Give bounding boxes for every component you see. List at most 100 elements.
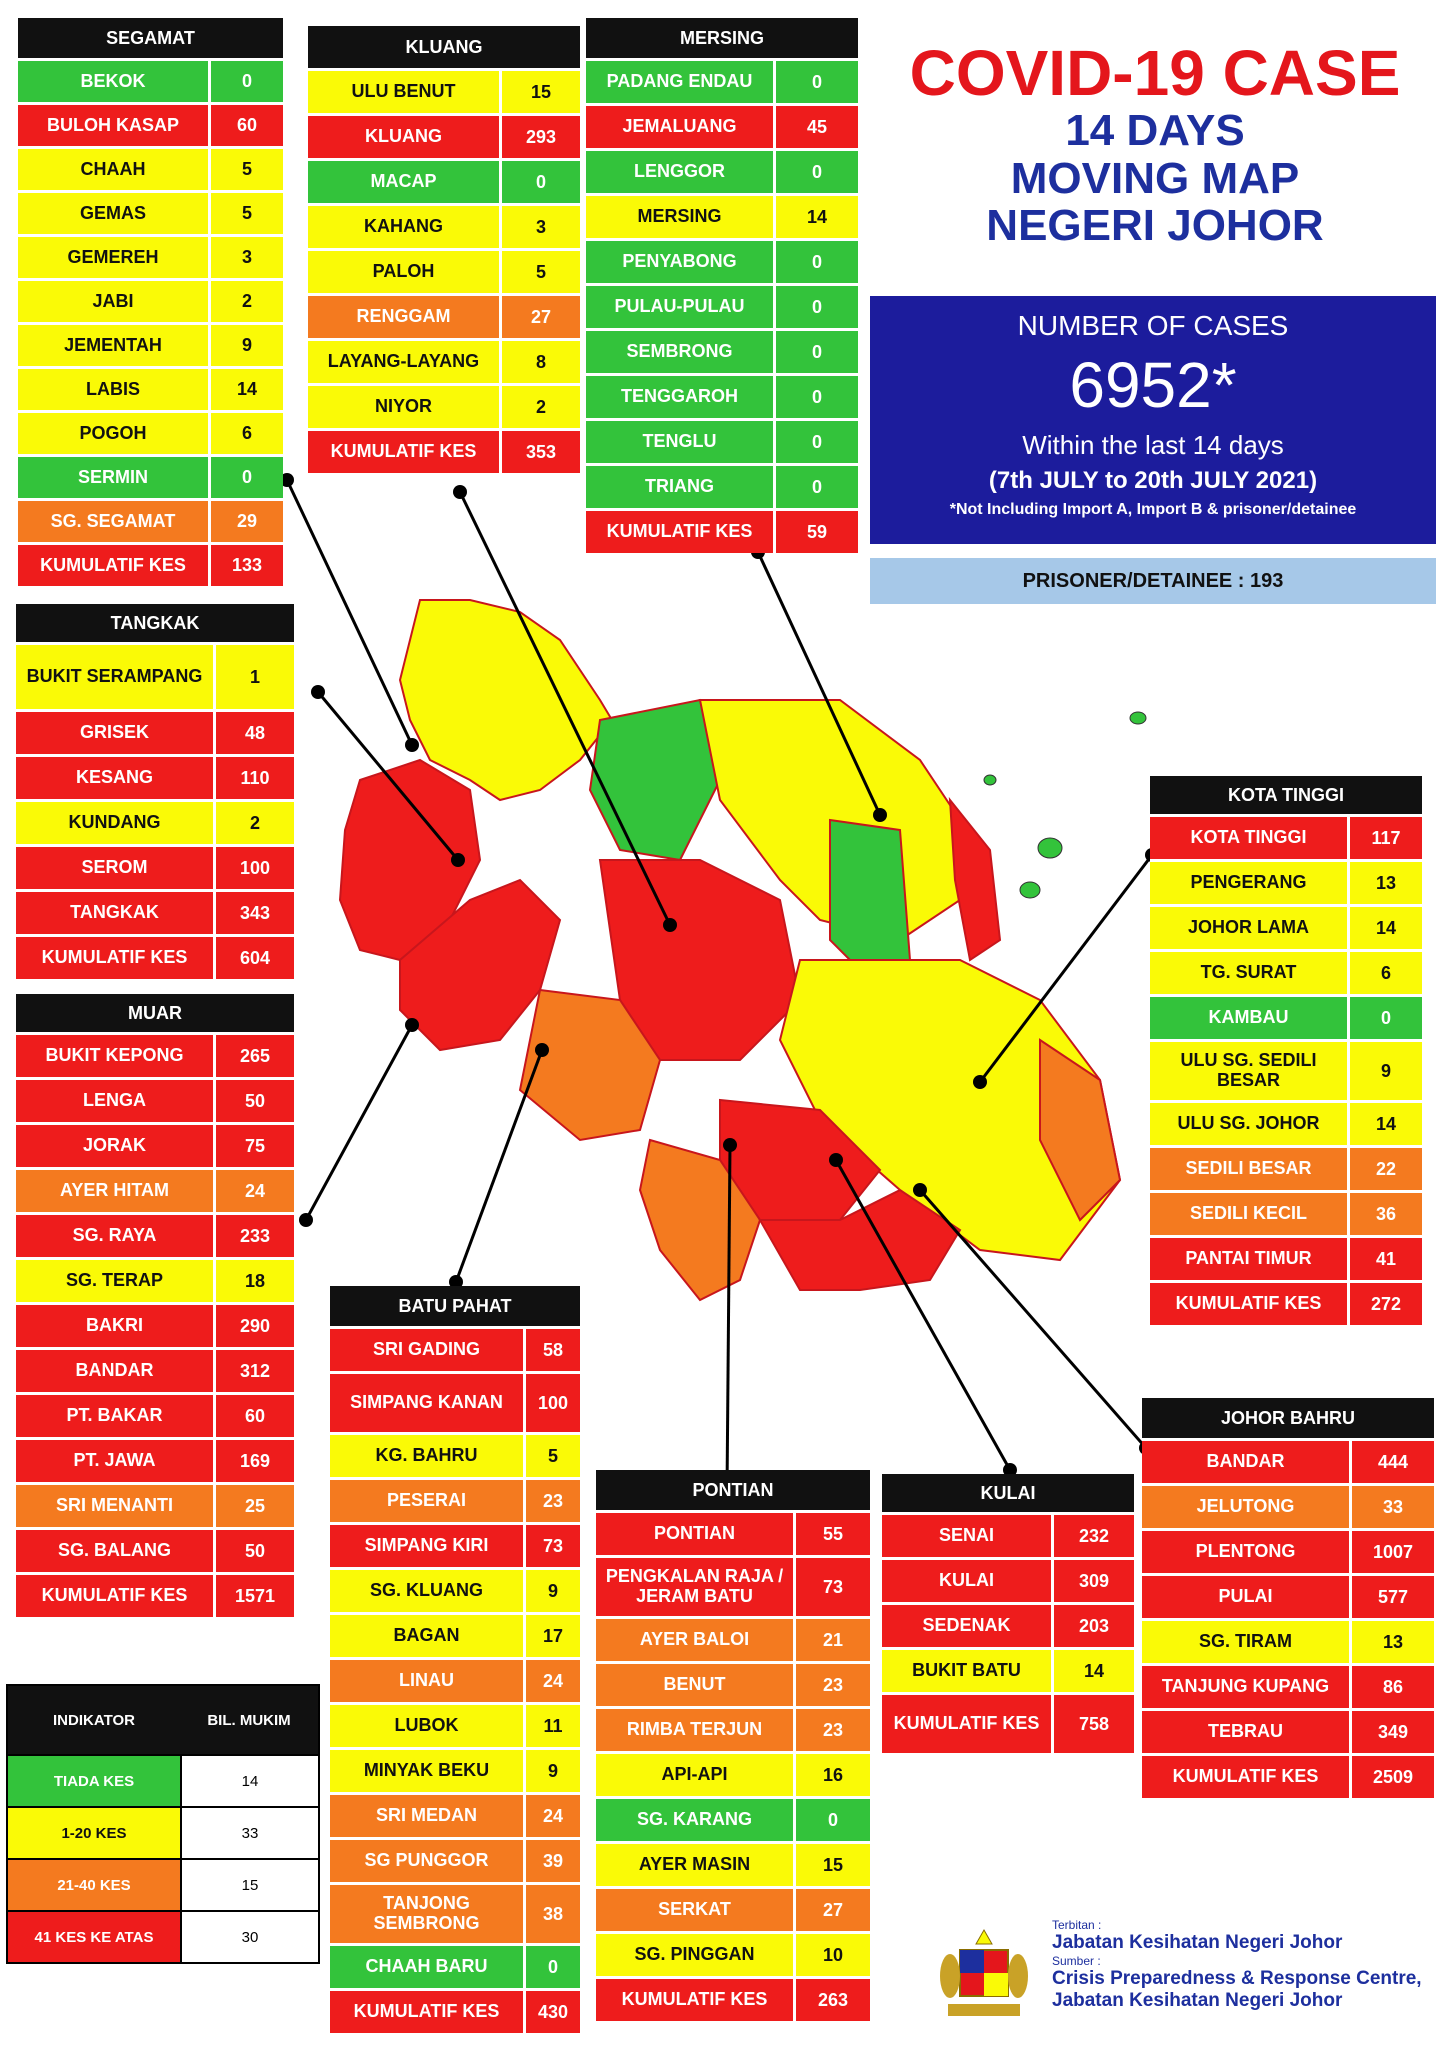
mukim-case-count: 9 <box>523 1570 580 1612</box>
legend-count: 14 <box>180 1756 318 1806</box>
mukim-name: BUKIT SERAMPANG <box>26 666 203 687</box>
mukim-row: BEKOK 0 <box>18 58 283 102</box>
map-region-jemaluang <box>948 796 1002 962</box>
mukim-case-count: 2 <box>213 802 294 844</box>
mukim-row: BUKIT BATU 14 <box>882 1647 1134 1692</box>
mukim-name: POGOH <box>79 422 147 443</box>
mukim-row: JOHOR LAMA 14 <box>1150 904 1422 949</box>
mukim-case-count: 0 <box>773 331 858 373</box>
mukim-name: BANDAR <box>1206 1451 1285 1472</box>
footer-sumber-label: Sumber : <box>1052 1954 1101 1968</box>
connector-muar <box>304 1024 414 1221</box>
total-value: 758 <box>1051 1695 1134 1753</box>
mukim-case-count: 9 <box>1347 1042 1422 1100</box>
total-label: KUMULATIF KES <box>41 1585 188 1606</box>
mukim-case-count: 6 <box>208 413 283 454</box>
mukim-name: PULAU-PULAU <box>614 296 745 317</box>
mukim-name: SG. PINGGAN <box>634 1944 755 1965</box>
mukim-name: KESANG <box>75 767 153 788</box>
mukim-case-count: 5 <box>208 149 283 190</box>
total-value: 430 <box>523 1991 580 2033</box>
map-region-kota-tinggi <box>778 959 1122 1262</box>
mukim-name: PENGKALAN RAJA / JERAM BATU <box>605 1566 784 1606</box>
mukim-row: ULU SG. SEDILI BESAR 9 <box>1150 1039 1422 1100</box>
mukim-row: JELUTONG 33 <box>1142 1483 1434 1528</box>
mukim-name: LAYANG-LAYANG <box>327 351 480 372</box>
mukim-name: PLENTONG <box>1195 1541 1296 1562</box>
mukim-row: BANDAR 312 <box>16 1347 294 1392</box>
mukim-name: TENGGAROH <box>621 386 738 407</box>
mukim-row: AYER MASIN 15 <box>596 1841 870 1886</box>
mukim-case-count: 8 <box>499 341 580 383</box>
case-dates: (7th JULY to 20th JULY 2021) <box>988 467 1318 494</box>
map-region-kt-east <box>1039 1038 1122 1222</box>
mukim-name: TEBRAU <box>1208 1721 1283 1742</box>
mukim-name: GEMAS <box>79 202 146 223</box>
mukim-case-count: 0 <box>1347 997 1422 1039</box>
mukim-case-count: 349 <box>1349 1711 1434 1753</box>
mukim-row: KLUANG 293 <box>308 113 580 158</box>
mukim-row: TANJUNG KUPANG 86 <box>1142 1663 1434 1708</box>
district-total-row: KUMULATIF KES 1571 <box>16 1572 294 1617</box>
mukim-case-count: 55 <box>793 1513 870 1555</box>
mukim-case-count: 14 <box>1347 907 1422 949</box>
mukim-case-count: 0 <box>208 457 283 498</box>
mukim-case-count: 75 <box>213 1125 294 1167</box>
mukim-row: SRI MEDAN 24 <box>330 1792 580 1837</box>
title-sub-3: NEGERI JOHOR <box>986 201 1324 251</box>
mukim-case-count: 5 <box>208 193 283 234</box>
mukim-name: JABI <box>92 290 134 311</box>
mukim-name: BAGAN <box>393 1625 460 1646</box>
mukim-name: PENYABONG <box>622 251 737 272</box>
mukim-case-count: 25 <box>213 1485 294 1527</box>
mukim-row: LINAU 24 <box>330 1657 580 1702</box>
mukim-name: RENGGAM <box>356 306 451 327</box>
legend-row: 21-40 KES 15 <box>8 1858 318 1910</box>
mukim-row: SENAI 232 <box>882 1512 1134 1557</box>
mukim-name: SG. KARANG <box>636 1809 752 1830</box>
mukim-name: BEKOK <box>80 70 146 91</box>
mukim-name: KOTA TINGGI <box>1190 827 1307 848</box>
mukim-row: LABIS 14 <box>18 366 283 410</box>
total-label: KUMULATIF KES <box>353 2001 500 2022</box>
legend-count: 33 <box>180 1808 318 1858</box>
mukim-case-count: 290 <box>213 1305 294 1347</box>
table-johor-bahru: JOHOR BAHRU BANDAR 444 JELUTONG 33 PLENTONG 10… <box>1142 1398 1434 1798</box>
mukim-row: LENGGOR 0 <box>586 148 858 193</box>
legend: INDIKATOR BIL. MUKIM TIADA KES 14 1-20 KES… <box>6 1684 320 1964</box>
mukim-name: BUKIT KEPONG <box>45 1045 184 1066</box>
total-value: 353 <box>499 431 580 473</box>
map-region-lenggor <box>829 818 912 982</box>
mukim-row: LENGA 50 <box>16 1077 294 1122</box>
mukim-name: SG. TERAP <box>65 1270 163 1291</box>
mukim-case-count: 444 <box>1349 1441 1434 1483</box>
mukim-row: KULAI 309 <box>882 1557 1134 1602</box>
mukim-row: LUBOK 11 <box>330 1702 580 1747</box>
mukim-case-count: 0 <box>773 241 858 283</box>
mukim-case-count: 0 <box>773 286 858 328</box>
mukim-case-count: 48 <box>213 712 294 754</box>
mukim-name: TG. SURAT <box>1200 962 1297 983</box>
mukim-case-count: 0 <box>773 61 858 103</box>
mukim-case-count: 343 <box>213 892 294 934</box>
mukim-row: KESANG 110 <box>16 754 294 799</box>
mukim-case-count: 169 <box>213 1440 294 1482</box>
footer: Terbitan : Jabatan Kesihatan Negeri Joho… <box>936 1918 1446 2038</box>
mukim-name: SG. BALANG <box>57 1540 171 1561</box>
mukim-row: SEDENAK 203 <box>882 1602 1134 1647</box>
footer-terbitan: Jabatan Kesihatan Negeri Johor <box>1052 1932 1343 1953</box>
mukim-row: SG PUNGGOR 39 <box>330 1837 580 1882</box>
mukim-case-count: 110 <box>213 757 294 799</box>
mukim-name: BULOH KASAP <box>46 114 179 135</box>
district-header: TANGKAK <box>16 604 294 642</box>
connector-pontian <box>725 1144 732 1493</box>
mukim-name: GRISEK <box>79 722 149 743</box>
mukim-row: PANTAI TIMUR 41 <box>1150 1235 1422 1280</box>
connector-kulai <box>834 1159 1012 1471</box>
mukim-case-count: 2 <box>208 281 283 322</box>
mukim-name: SG. TIRAM <box>1199 1631 1292 1652</box>
mukim-case-count: 24 <box>523 1795 580 1837</box>
mukim-case-count: 29 <box>208 501 283 542</box>
mukim-row: KAMBAU 0 <box>1150 994 1422 1039</box>
mukim-name: SEDILI KECIL <box>1189 1203 1307 1224</box>
